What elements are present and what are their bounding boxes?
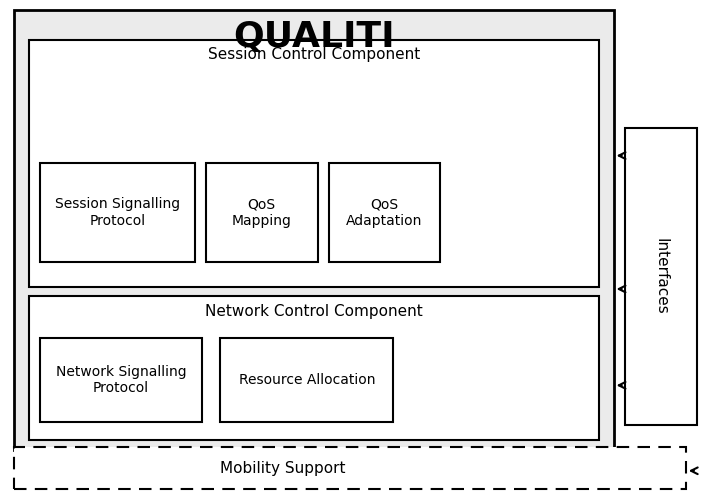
Bar bbox=[29, 40, 599, 287]
Text: QoS
Adaptation: QoS Adaptation bbox=[347, 197, 422, 228]
Text: Session Signalling
Protocol: Session Signalling Protocol bbox=[55, 197, 180, 228]
Text: QUALITI: QUALITI bbox=[233, 20, 395, 54]
Text: QoS
Mapping: QoS Mapping bbox=[232, 197, 292, 228]
Text: Network Control Component: Network Control Component bbox=[205, 304, 423, 319]
Bar bbox=[329, 163, 440, 262]
Bar bbox=[625, 128, 697, 425]
Text: Network Signalling
Protocol: Network Signalling Protocol bbox=[56, 365, 186, 396]
Bar bbox=[29, 296, 599, 440]
Bar bbox=[14, 10, 614, 450]
Bar bbox=[40, 163, 195, 262]
Text: Mobility Support: Mobility Support bbox=[220, 460, 346, 476]
Bar bbox=[220, 338, 393, 422]
Bar bbox=[206, 163, 318, 262]
Text: Session Control Component: Session Control Component bbox=[208, 47, 420, 62]
Bar bbox=[40, 338, 202, 422]
Text: Interfaces: Interfaces bbox=[653, 238, 668, 315]
Bar bbox=[14, 447, 686, 489]
Text: Resource Allocation: Resource Allocation bbox=[238, 373, 375, 387]
